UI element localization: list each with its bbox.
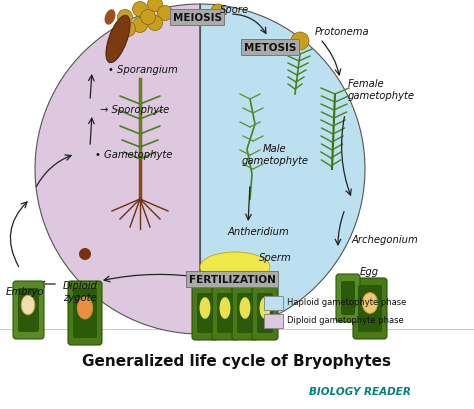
Ellipse shape [200,252,270,282]
Text: Haploid gametophyte phase: Haploid gametophyte phase [287,298,406,307]
FancyBboxPatch shape [252,286,278,340]
Text: Spore: Spore [220,5,249,15]
Wedge shape [35,5,200,334]
Text: Diploid
zygote: Diploid zygote [63,281,98,302]
Ellipse shape [105,10,116,26]
Text: • Gametophyte: • Gametophyte [95,150,173,160]
FancyBboxPatch shape [336,274,360,322]
Circle shape [133,18,147,34]
Text: METOSIS: METOSIS [244,43,296,53]
FancyBboxPatch shape [18,288,39,332]
Ellipse shape [77,297,93,319]
Text: Archegonium: Archegonium [352,234,419,245]
FancyBboxPatch shape [237,293,253,333]
Ellipse shape [106,16,130,63]
Text: Diploid gametophyte phase: Diploid gametophyte phase [287,316,404,325]
FancyBboxPatch shape [192,286,218,340]
FancyBboxPatch shape [232,286,258,340]
Ellipse shape [200,297,210,319]
Ellipse shape [21,295,35,315]
Circle shape [291,33,309,51]
Text: Protonema: Protonema [315,27,370,37]
Text: → Sporophyte: → Sporophyte [100,105,169,115]
FancyBboxPatch shape [217,293,233,333]
Text: Egg: Egg [360,266,379,276]
Text: FERTILIZATION: FERTILIZATION [189,274,275,284]
Text: Generalized life cycle of Bryophytes: Generalized life cycle of Bryophytes [82,354,392,369]
Circle shape [120,22,136,37]
Text: • Sporangium: • Sporangium [108,65,178,75]
Text: MEIOSIS: MEIOSIS [173,13,221,23]
Ellipse shape [239,297,250,319]
Circle shape [147,0,163,12]
Text: Embryo: Embryo [6,286,44,296]
Circle shape [147,16,163,31]
Text: Female
gametophyte: Female gametophyte [348,79,415,101]
Circle shape [133,2,147,18]
Circle shape [118,11,133,25]
FancyBboxPatch shape [68,281,102,345]
FancyBboxPatch shape [264,314,283,328]
FancyBboxPatch shape [0,329,474,409]
FancyBboxPatch shape [358,285,382,332]
Ellipse shape [362,293,378,314]
Text: Sperm: Sperm [259,252,292,262]
FancyBboxPatch shape [13,281,44,339]
Circle shape [79,248,91,261]
Text: Male
gametophyte: Male gametophyte [241,144,309,165]
Text: BIOLOGY READER: BIOLOGY READER [309,386,411,396]
Ellipse shape [259,297,271,319]
FancyBboxPatch shape [264,296,283,310]
FancyBboxPatch shape [341,281,355,315]
FancyBboxPatch shape [212,286,238,340]
Ellipse shape [219,297,230,319]
Text: Antheridium: Antheridium [227,227,289,236]
Circle shape [157,7,173,21]
Wedge shape [200,5,365,334]
Circle shape [211,5,225,19]
Circle shape [140,11,155,25]
FancyBboxPatch shape [73,288,97,338]
FancyBboxPatch shape [353,278,387,339]
FancyBboxPatch shape [197,293,213,333]
FancyBboxPatch shape [257,293,273,333]
